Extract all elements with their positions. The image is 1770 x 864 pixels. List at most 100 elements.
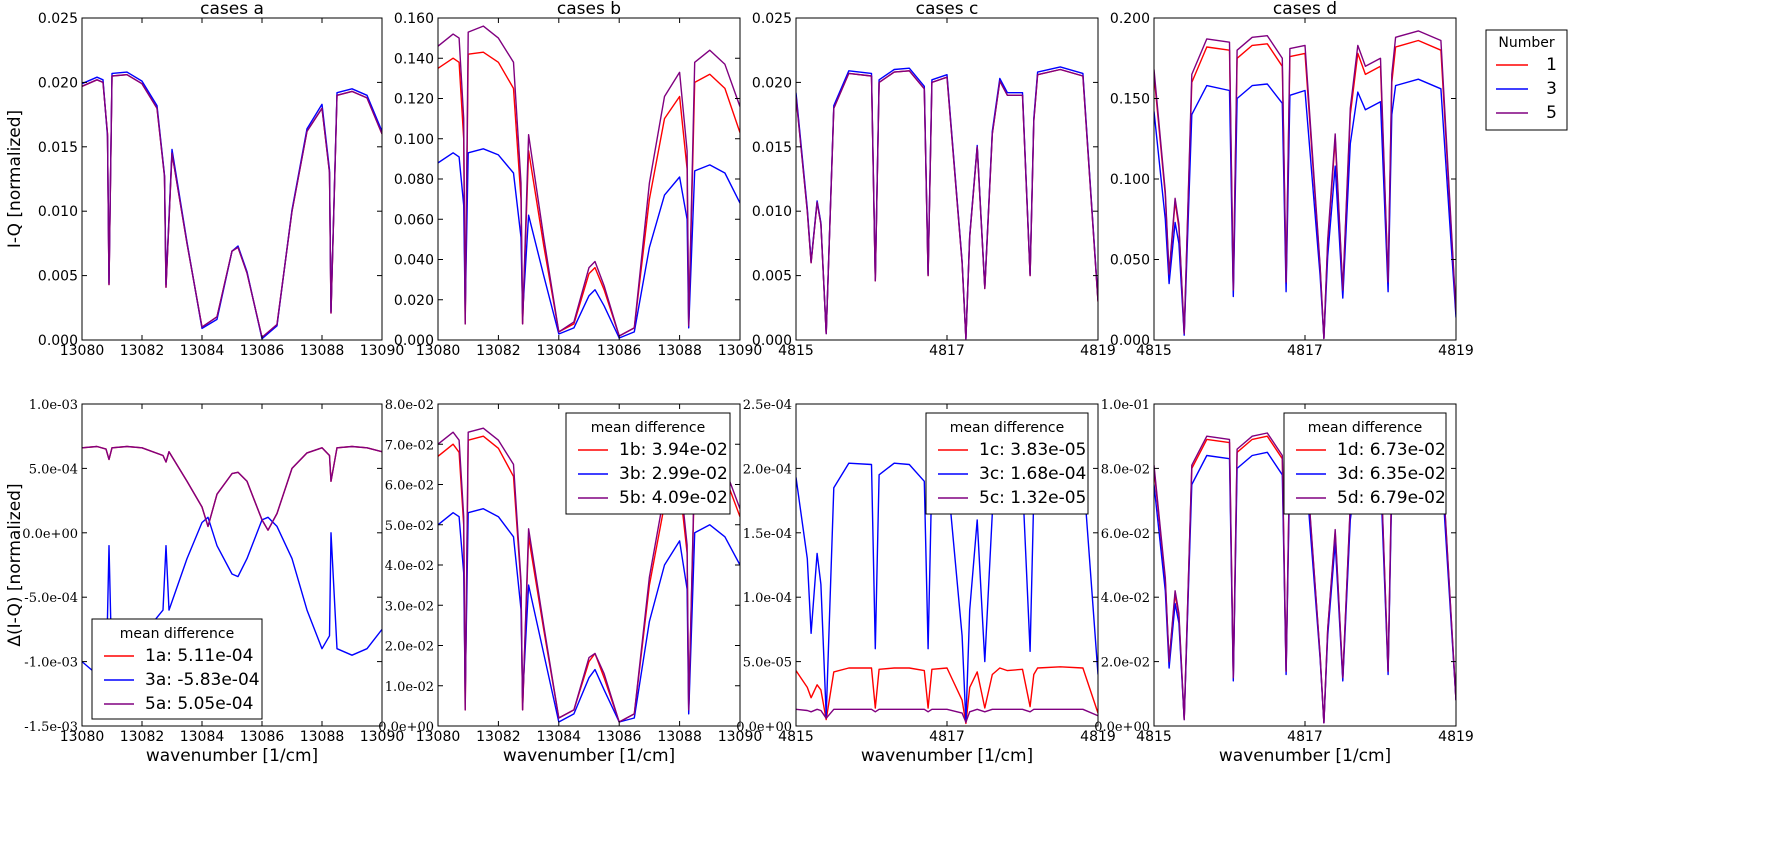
y-tick-label: 0.000 <box>752 333 792 349</box>
y-tick-label: 0.100 <box>1110 172 1150 188</box>
series-line-5 <box>1154 30 1456 340</box>
y-axis-label: Δ(I-Q) [normalized] <box>5 483 25 646</box>
legend-entry: 1b: 3.94e-02 <box>619 440 728 460</box>
y-tick-label: -1.0e-03 <box>24 656 78 671</box>
panel-title: cases c <box>916 0 979 19</box>
x-axis-label: wavenumber [1/cm] <box>503 746 675 766</box>
x-tick-label: 13084 <box>537 343 582 359</box>
x-tick-label: 13090 <box>718 343 763 359</box>
x-tick-label: 13088 <box>657 729 702 745</box>
y-tick-label: 0.150 <box>1110 92 1150 108</box>
series-line-5 <box>82 445 382 531</box>
x-tick-label: 13086 <box>597 343 642 359</box>
y-tick-label: 0.010 <box>752 204 792 220</box>
x-axis-label: wavenumber [1/cm] <box>1219 746 1391 766</box>
y-tick-label: -1.5e-03 <box>24 720 78 735</box>
y-tick-label: 2.0e-02 <box>1101 656 1150 671</box>
x-tick-label: 4817 <box>929 729 965 745</box>
series-line-1 <box>796 68 1098 340</box>
x-tick-label: 13082 <box>476 729 521 745</box>
y-tick-label: 0.010 <box>38 204 78 220</box>
x-tick-label: 13090 <box>718 729 763 745</box>
y-tick-label: 8.0e-02 <box>1101 462 1150 477</box>
x-tick-label: 13082 <box>120 729 165 745</box>
x-tick-label: 13088 <box>300 729 345 745</box>
x-axis-label: wavenumber [1/cm] <box>861 746 1033 766</box>
legend-title: mean difference <box>1308 420 1422 436</box>
x-tick-label: 4819 <box>1438 729 1474 745</box>
legend-entry: 3a: -5.83e-04 <box>145 670 260 690</box>
y-tick-label: 6.0e-02 <box>1101 527 1150 542</box>
x-tick-label: 4815 <box>1136 729 1172 745</box>
series-group <box>438 427 740 723</box>
chart-panel-6: 13080 13082 13084 13086 13088 13090 0.0e+00 1.0… <box>378 398 762 766</box>
y-tick-label: 1.5e-04 <box>743 527 792 542</box>
x-tick-label: 13080 <box>60 729 105 745</box>
number-legend: Number 1 3 5 <box>1485 29 1568 131</box>
legend-entry: 1c: 3.83e-05 <box>979 440 1086 460</box>
y-tick-label: 0.0e+00 <box>378 720 434 735</box>
series-line-5 <box>796 708 1098 723</box>
y-tick-label: 7.0e-02 <box>385 438 434 453</box>
x-tick-label: 13086 <box>240 343 285 359</box>
y-tick-label: 0.080 <box>394 172 434 188</box>
legend-entry: 1 <box>1546 55 1557 75</box>
x-tick-label: 4819 <box>1080 729 1116 745</box>
y-tick-label: 1.0e-04 <box>743 591 792 606</box>
y-tick-label: 0.015 <box>38 140 78 156</box>
x-tick-label: 13090 <box>360 343 405 359</box>
mean-difference-legend: mean difference 1c: 3.83e-05 3c: 1.68e-04 5… <box>925 412 1089 515</box>
chart-panel-4: 4815 4817 4819 0.000 0.050 0.100 0.150 0.200 cas… <box>1110 0 1474 359</box>
y-tick-label: 0.005 <box>752 269 792 285</box>
mean-difference-legend: mean difference 1a: 5.11e-04 3a: -5.83e-04… <box>91 618 263 720</box>
x-tick-label: 4819 <box>1438 343 1474 359</box>
legend-entry: 3d: 6.35e-02 <box>1337 464 1446 484</box>
y-tick-label: 0.020 <box>394 293 434 309</box>
x-tick-label: 4817 <box>929 343 965 359</box>
y-tick-label: 0.025 <box>38 11 78 27</box>
series-line-3 <box>1154 78 1456 340</box>
x-tick-label: 13080 <box>60 343 105 359</box>
series-group <box>1154 30 1456 340</box>
x-tick-label: 4815 <box>778 729 814 745</box>
y-tick-label: 0.160 <box>394 11 434 27</box>
x-tick-label: 13086 <box>597 729 642 745</box>
y-tick-label: 5.0e-04 <box>29 462 78 477</box>
y-tick-label: 5.0e-05 <box>743 656 792 671</box>
axes-frame <box>795 17 1099 341</box>
y-tick-label: 1.0e-01 <box>1101 398 1150 413</box>
axes-frame <box>81 17 383 341</box>
x-tick-label: 13088 <box>300 343 345 359</box>
chart-panel-2: 13080 13082 13084 13086 13088 13090 0.000 0.020… <box>394 0 762 359</box>
y-tick-label: 0.020 <box>752 75 792 91</box>
chart-panel-5: 13080 13082 13084 13086 13088 13090 -1.5e-03 -1… <box>5 398 404 766</box>
series-line-5 <box>438 25 740 337</box>
series-line-3 <box>438 148 740 339</box>
series-line-1 <box>438 51 740 337</box>
legend-entry: 3c: 1.68e-04 <box>979 464 1086 484</box>
legend-box <box>925 412 1089 515</box>
y-tick-label: 0.040 <box>394 253 434 269</box>
y-tick-label: 5.0e-02 <box>385 519 434 534</box>
y-tick-label: 8.0e-02 <box>385 398 434 413</box>
axes-frame <box>81 403 383 727</box>
mean-difference-legend: mean difference 1b: 3.94e-02 3b: 2.99e-02 5… <box>565 412 731 515</box>
legend-box <box>91 618 263 720</box>
y-tick-label: 4.0e-02 <box>1101 591 1150 606</box>
x-tick-label: 13082 <box>120 343 165 359</box>
series-line-5 <box>82 73 382 339</box>
y-tick-label: 0.005 <box>38 269 78 285</box>
x-tick-label: 13080 <box>416 729 461 745</box>
x-tick-label: 4819 <box>1080 343 1116 359</box>
legend-title: Number <box>1498 35 1554 51</box>
x-tick-label: 13080 <box>416 343 461 359</box>
y-axis-label: I-Q [normalized] <box>5 110 25 248</box>
mean-difference-legend: mean difference 1d: 6.73e-02 3d: 6.35e-02 5… <box>1283 412 1447 515</box>
panel-title: cases d <box>1273 0 1337 19</box>
series-line-3 <box>438 508 740 723</box>
legend-title: mean difference <box>591 420 705 436</box>
x-axis-label: wavenumber [1/cm] <box>146 746 318 766</box>
legend-entry: 5c: 1.32e-05 <box>979 488 1086 508</box>
y-tick-label: 1.0e-03 <box>29 398 78 413</box>
y-tick-label: 0.060 <box>394 212 434 228</box>
